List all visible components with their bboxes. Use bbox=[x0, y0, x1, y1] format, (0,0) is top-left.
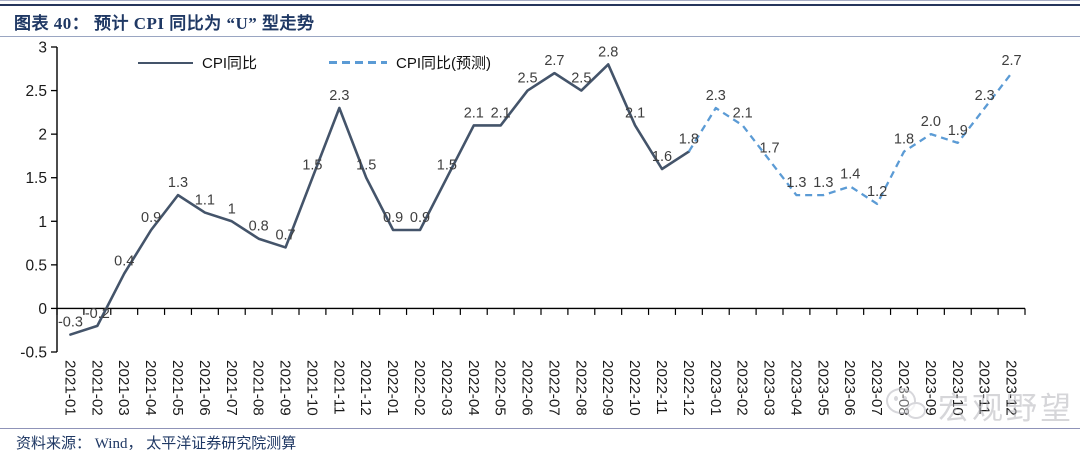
x-axis-label: 2021-01 bbox=[61, 360, 78, 416]
top-hairline bbox=[0, 0, 1080, 1]
x-axis-label: 2021-04 bbox=[142, 360, 159, 416]
x-axis-label: 2022-10 bbox=[626, 360, 643, 416]
data-label: 2.5 bbox=[517, 71, 537, 87]
x-axis-label: 2022-09 bbox=[599, 360, 616, 416]
y-axis-label: 2.5 bbox=[25, 83, 47, 100]
source-text: 资料来源： Wind， 太平洋证券研究院测算 bbox=[16, 435, 297, 452]
data-label: 1.3 bbox=[786, 175, 806, 191]
data-label: 2.5 bbox=[571, 71, 591, 87]
data-label: 1.8 bbox=[894, 132, 914, 148]
x-axis-label: 2023-07 bbox=[868, 360, 885, 416]
data-label: 2.1 bbox=[491, 105, 511, 121]
x-axis-label: 2023-02 bbox=[734, 360, 751, 416]
x-axis-label: 2021-08 bbox=[250, 360, 267, 416]
x-axis-label: 2021-12 bbox=[357, 360, 374, 416]
data-label: 1 bbox=[228, 201, 236, 217]
data-label: -0.2 bbox=[85, 306, 110, 322]
data-label: 0.9 bbox=[383, 210, 403, 226]
solid-line-swatch bbox=[138, 61, 193, 64]
y-axis-label: 0.5 bbox=[25, 257, 47, 274]
x-axis-label: 2023-11 bbox=[976, 360, 993, 415]
data-label: 1.5 bbox=[356, 158, 376, 174]
data-label: 1.7 bbox=[759, 140, 779, 156]
y-axis-label: 2 bbox=[38, 127, 47, 144]
data-label: 1.5 bbox=[302, 158, 322, 174]
x-axis-label: 2023-05 bbox=[814, 360, 831, 416]
figure-title: 图表 40： 预计 CPI 同比为 “U” 型走势 bbox=[14, 13, 315, 33]
cpi-line-chart: 3 2.5 2 1.5 1 0.5 0 -0.5 2021-01 2021-02 2021-03 20… bbox=[20, 40, 1026, 416]
y-axis-label: 3 bbox=[38, 40, 47, 57]
data-label: 2.1 bbox=[625, 105, 645, 121]
data-label: 2.0 bbox=[921, 114, 941, 130]
x-axis-label: 2021-11 bbox=[330, 360, 347, 415]
x-axis-label: 2023-03 bbox=[761, 360, 778, 416]
x-axis-label: 2022-02 bbox=[411, 360, 428, 416]
x-axis-label: 2021-05 bbox=[169, 360, 186, 416]
data-label: 2.1 bbox=[464, 105, 484, 121]
source-bar: 资料来源： Wind， 太平洋证券研究院测算 bbox=[0, 428, 1080, 455]
y-axis-label: 0 bbox=[38, 301, 47, 318]
data-label: 2.8 bbox=[598, 44, 618, 60]
x-axis-label: 2022-01 bbox=[384, 360, 401, 416]
x-axis-label: 2022-05 bbox=[492, 360, 509, 416]
data-label: 0.8 bbox=[249, 219, 269, 235]
legend-item-forecast: CPI同比(预测) bbox=[329, 52, 491, 73]
dashed-line-swatch bbox=[329, 61, 388, 64]
data-label: -0.3 bbox=[58, 315, 83, 331]
data-label: 0.7 bbox=[275, 227, 295, 243]
legend-label-actual: CPI同比 bbox=[202, 55, 258, 72]
data-label: 1.8 bbox=[679, 132, 699, 148]
data-label: 2.3 bbox=[329, 88, 349, 104]
data-label: 0.9 bbox=[410, 210, 430, 226]
x-axis-label: 2021-02 bbox=[88, 360, 105, 416]
data-label: 0.9 bbox=[141, 210, 161, 226]
data-label: 1.9 bbox=[948, 123, 968, 139]
x-axis-label: 2022-07 bbox=[545, 360, 562, 416]
x-axis-label: 2023-04 bbox=[787, 360, 804, 416]
x-axis-label: 2022-04 bbox=[465, 360, 482, 416]
data-label: 2.3 bbox=[706, 88, 726, 104]
data-label: 1.6 bbox=[652, 149, 672, 165]
data-label: 2.7 bbox=[1001, 53, 1021, 69]
x-axis-label: 2021-10 bbox=[303, 360, 320, 416]
x-axis-label: 2022-12 bbox=[680, 360, 697, 416]
x-axis-label: 2023-01 bbox=[707, 360, 724, 416]
data-label: 1.2 bbox=[867, 184, 887, 200]
x-axis-label: 2021-09 bbox=[277, 360, 294, 416]
data-label: 2.1 bbox=[733, 105, 753, 121]
title-bar: 图表 40： 预计 CPI 同比为 “U” 型走势 bbox=[0, 4, 1080, 37]
x-axis-label: 2021-03 bbox=[115, 360, 132, 416]
x-axis-label: 2022-11 bbox=[653, 360, 670, 415]
legend-item-actual: CPI同比 bbox=[138, 52, 257, 73]
cpi-actual-line bbox=[69, 63, 691, 336]
x-axis-label: 2022-06 bbox=[519, 360, 536, 416]
data-label: 2.7 bbox=[544, 53, 564, 69]
x-axis-label: 2022-03 bbox=[438, 360, 455, 416]
x-axis-label: 2022-08 bbox=[572, 360, 589, 416]
data-label: 2.3 bbox=[975, 88, 995, 104]
legend-label-forecast: CPI同比(预测) bbox=[396, 55, 492, 72]
data-label: 0.4 bbox=[114, 254, 134, 270]
x-axis-label: 2021-06 bbox=[196, 360, 213, 416]
x-axis-label: 2023-12 bbox=[1003, 360, 1020, 416]
chart-legend: CPI同比 CPI同比(预测) bbox=[138, 52, 491, 73]
x-axis-label: 2021-07 bbox=[223, 360, 240, 416]
x-axis-label: 2023-08 bbox=[895, 360, 912, 416]
cpi-forecast-line bbox=[687, 72, 1013, 206]
y-axis-label: 1 bbox=[38, 214, 47, 231]
x-axis-label: 2023-06 bbox=[841, 360, 858, 416]
data-label: 1.3 bbox=[813, 175, 833, 191]
data-label: 1.3 bbox=[168, 175, 188, 191]
data-label: 1.4 bbox=[840, 166, 860, 182]
x-axis-label: 2023-09 bbox=[922, 360, 939, 416]
data-label: 1.5 bbox=[437, 158, 457, 174]
y-axis-label: 1.5 bbox=[25, 170, 47, 187]
y-axis-label: -0.5 bbox=[20, 345, 47, 362]
data-label: 1.1 bbox=[195, 193, 215, 209]
x-axis-label: 2023-10 bbox=[949, 360, 966, 416]
